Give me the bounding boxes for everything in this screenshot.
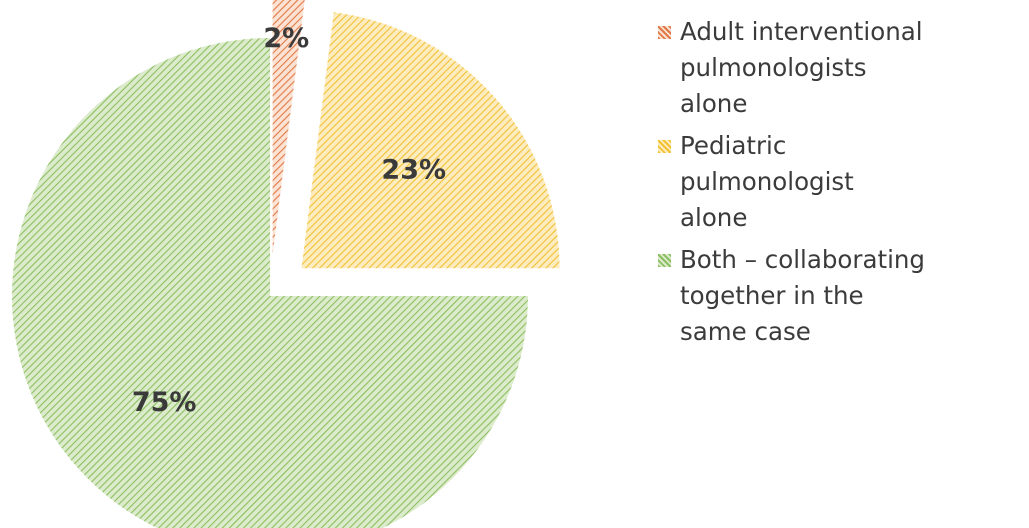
legend: Adult interventional pulmonologists alon… [650,14,1029,356]
label-adult: 2% [263,23,309,54]
legend-swatch-pediatric [658,140,671,153]
slice-both [12,38,528,528]
legend-item-pediatric: Pediatric pulmonologist alone [650,128,1029,236]
legend-swatch-both [658,254,671,267]
label-pediatric: 23% [381,154,446,185]
legend-swatch-adult [658,26,671,39]
slice-pediatric [301,12,560,269]
legend-label-adult: Adult interventional pulmonologists alon… [680,17,923,118]
legend-label-pediatric: Pediatric pulmonologist alone [680,131,854,232]
pie-chart: 2% 23% 75% [12,0,560,528]
legend-item-adult: Adult interventional pulmonologists alon… [650,14,1029,122]
legend-label-both: Both – collaborating together in the sam… [680,245,925,346]
slice-adult [272,0,305,255]
label-both: 75% [132,387,197,418]
legend-item-both: Both – collaborating together in the sam… [650,242,1029,350]
